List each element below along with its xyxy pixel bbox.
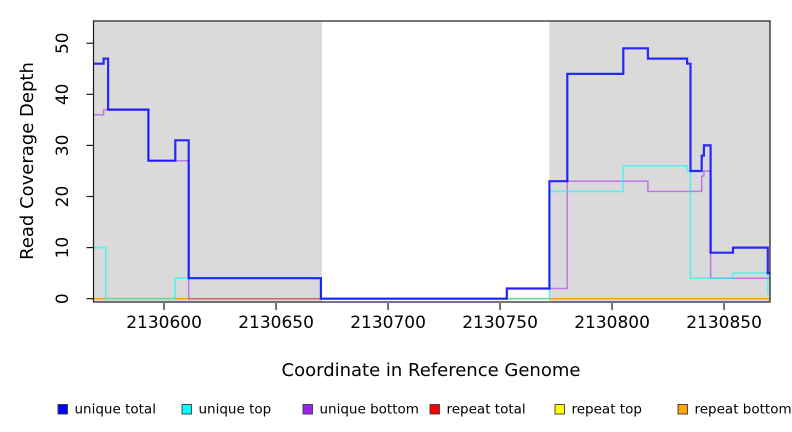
- shaded-region: [93, 21, 322, 302]
- x-tick-label: 2130750: [462, 313, 538, 333]
- y-tick-label: 20: [53, 186, 73, 208]
- legend-label-unique-total: unique total: [75, 402, 156, 418]
- legend-swatch-unique-total: [57, 404, 68, 415]
- legend-label-repeat-total: repeat total: [447, 402, 526, 418]
- legend-label-unique-bottom: unique bottom: [320, 402, 419, 418]
- shaded-region: [549, 21, 770, 302]
- y-tick-label: 30: [53, 135, 73, 157]
- x-tick-label: 2130800: [574, 313, 650, 333]
- series-line-unique-top: [93, 165, 770, 300]
- legend-swatch-unique-top: [181, 404, 192, 415]
- x-tick-label: 2130850: [686, 313, 762, 333]
- x-tick-label: 2130650: [238, 313, 314, 333]
- y-tick-label: 50: [53, 32, 73, 54]
- legend-swatch-repeat-bottom: [677, 404, 688, 415]
- legend-label-unique-top: unique top: [199, 402, 272, 418]
- plot-border: [92, 20, 771, 303]
- y-tick-label: 10: [53, 237, 73, 259]
- legend-label-repeat-top: repeat top: [572, 402, 642, 418]
- legend-swatch-unique-bottom: [302, 404, 313, 415]
- x-tick-label: 2130700: [350, 313, 426, 333]
- legend-swatch-repeat-top: [554, 404, 565, 415]
- y-tick-label: 40: [53, 83, 73, 105]
- legend-swatch-repeat-total: [429, 404, 440, 415]
- x-tick-label: 2130600: [126, 313, 202, 333]
- y-tick-label: 0: [53, 293, 73, 304]
- x-axis-title: Coordinate in Reference Genome: [282, 360, 581, 381]
- legend-label-repeat-bottom: repeat bottom: [695, 402, 792, 418]
- series-line-unique-total: [93, 47, 770, 300]
- y-axis-title: Read Coverage Depth: [17, 62, 38, 260]
